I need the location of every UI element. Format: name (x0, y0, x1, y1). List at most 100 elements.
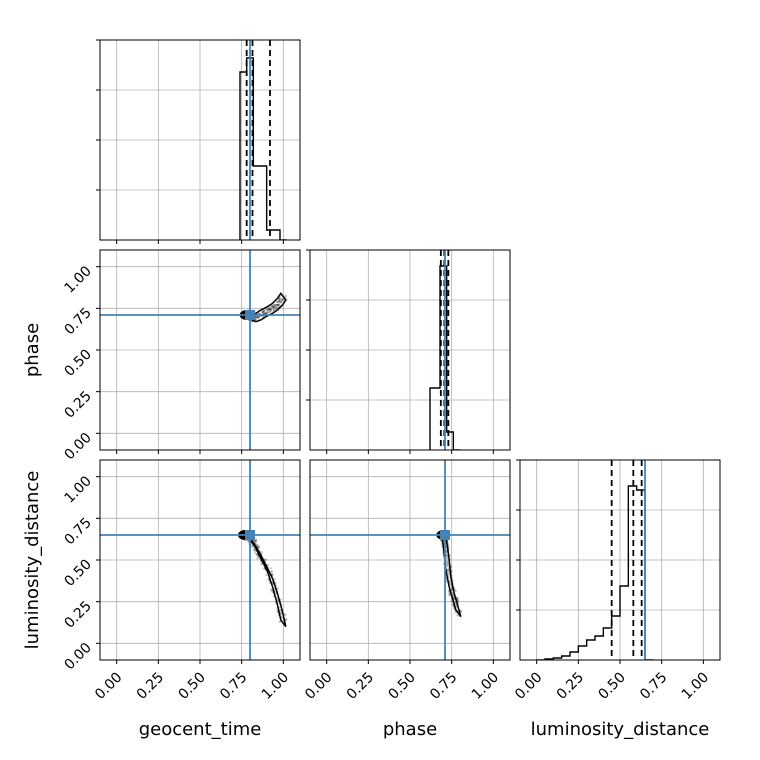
scatter-point (255, 539, 258, 542)
scatter-point (275, 307, 278, 310)
scatter-point (273, 305, 276, 308)
scatter-point (274, 592, 278, 595)
scatter-point (445, 551, 448, 554)
x-tick-label-luminosity_distance-3: 0.75 (637, 670, 670, 703)
scatter-point (454, 611, 457, 614)
scatter-point (456, 596, 459, 600)
scatter-point (270, 567, 273, 570)
scatter-point (247, 540, 250, 543)
scatter-point (279, 299, 282, 302)
scatter-point (253, 540, 256, 543)
scatter-point (277, 587, 280, 590)
scatter-point (251, 545, 254, 548)
scatter-point (272, 303, 275, 306)
scatter-point (456, 614, 459, 617)
scatter-point (258, 546, 261, 549)
scatter-point (272, 306, 275, 309)
scatter-point (284, 613, 287, 617)
scatter-point (256, 315, 259, 319)
scatter-point (260, 551, 263, 554)
scatter-point (262, 567, 266, 570)
scatter-point (277, 300, 280, 303)
x-tick-label-phase-3: 0.75 (427, 670, 460, 703)
panel-content (239, 40, 287, 240)
scatter-point (459, 609, 462, 613)
scatter-point (449, 582, 452, 586)
scatter-point (446, 560, 449, 563)
scatter-point (256, 557, 259, 560)
scatter-point (263, 309, 266, 313)
scatter-point (267, 577, 270, 581)
scatter-point (447, 562, 450, 566)
scatter-point (279, 609, 282, 612)
scatter-point (276, 303, 279, 307)
scatter-point (274, 306, 277, 309)
y-tick-label-phase-3: 0.75 (61, 305, 94, 338)
scatter-point (445, 560, 448, 563)
scatter-point (450, 600, 453, 603)
scatter-point (253, 549, 256, 552)
scatter-point (446, 569, 449, 572)
panel-content (100, 250, 300, 450)
scatter-point (265, 573, 268, 577)
x-tick-label-geocent_time-3: 0.75 (217, 670, 250, 703)
scatter-luminosity_distance_vs_geocent_time (241, 530, 288, 624)
scatter-point (278, 300, 281, 303)
scatter-point (272, 308, 275, 311)
scatter-point (448, 593, 451, 596)
scatter-point (279, 611, 283, 615)
scatter-point (254, 318, 258, 321)
scatter-point (274, 304, 277, 307)
truth-marker-luminosity_distance_vs_phase (440, 530, 450, 540)
scatter-point (278, 296, 282, 299)
scatter-point (275, 305, 278, 308)
scatter-point (456, 597, 459, 600)
scatter-point (266, 308, 269, 311)
scatter-point (261, 310, 264, 314)
scatter-point (281, 298, 284, 302)
y-axis-label-luminosity_distance: luminosity_distance (22, 471, 43, 650)
scatter-point (261, 311, 264, 314)
scatter-point (270, 305, 274, 308)
panel-phase-geocent_time: 0.00 0.25 0.50 0.75 1.00 (61, 249, 301, 463)
scatter-point (269, 308, 272, 311)
scatter-point (256, 545, 259, 548)
scatter-point (273, 578, 276, 581)
scatter-point (448, 580, 451, 584)
x-tick-label-luminosity_distance-1: 0.25 (554, 670, 587, 703)
panel-luminosity_distance-luminosity_distance: 0.00 0.25 0.50 0.75 1.00 (512, 459, 721, 703)
scatter-point (440, 542, 443, 546)
scatter-point (255, 543, 258, 546)
scatter-point (272, 308, 275, 312)
scatter-point (276, 303, 280, 306)
panel-content (100, 460, 300, 660)
scatter-point (271, 304, 274, 308)
scatter-point (276, 300, 279, 304)
scatter-point (282, 298, 285, 301)
scatter-point (255, 552, 258, 556)
scatter-point (260, 562, 263, 566)
x-tick-label-phase-4: 1.00 (469, 670, 502, 703)
scatter-point (276, 303, 279, 307)
panel-content (429, 250, 460, 450)
y-tick-label-luminosity_distance-0: 0.00 (61, 640, 94, 673)
scatter-point (261, 310, 264, 313)
scatter-point (280, 297, 284, 301)
scatter-point (271, 305, 274, 308)
y-tick-label-phase-1: 0.25 (61, 388, 94, 421)
scatter-point (255, 315, 258, 318)
x-tick-label-phase-0: 0.00 (302, 670, 335, 703)
x-tick-label-geocent_time-1: 0.25 (134, 670, 167, 703)
histogram-luminosity_distance (536, 485, 654, 660)
panel-luminosity_distance-geocent_time: 0.000.250.500.751.000.00 0.25 0.50 0.75 1.00 (61, 459, 301, 703)
scatter-point (266, 310, 269, 314)
scatter-point (263, 558, 267, 561)
scatter-point (257, 546, 260, 550)
scatter-point (270, 306, 273, 310)
scatter-point (276, 306, 279, 309)
y-tick-label-luminosity_distance-1: 0.25 (61, 598, 94, 631)
scatter-point (265, 312, 269, 315)
scatter-point (269, 308, 273, 311)
scatter-point (285, 619, 288, 622)
